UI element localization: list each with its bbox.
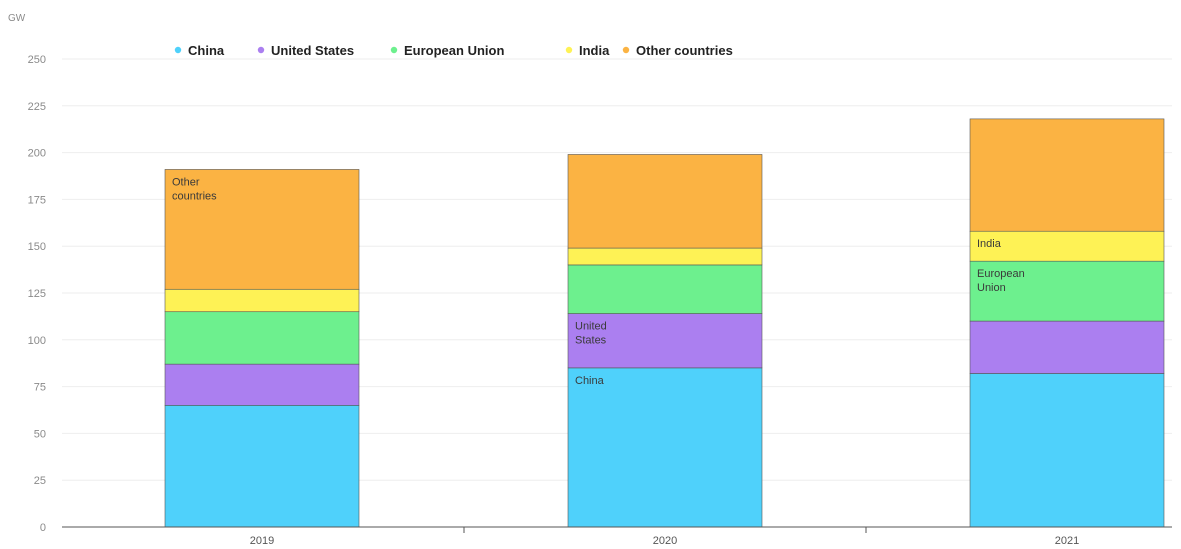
segment-annotations: Other countries United States China India Euro… — [172, 176, 1025, 386]
legend-item-other-countries: Other countries — [622, 43, 733, 58]
segment-annotation: countries — [172, 190, 217, 202]
bars — [164, 118, 1165, 528]
y-tick-label: 175 — [28, 194, 46, 206]
x-tick-label: 2020 — [653, 535, 677, 547]
bar-segment-india-2021 — [969, 230, 1165, 262]
segment-annotation: States — [575, 335, 607, 347]
legend-label: United States — [271, 43, 354, 58]
y-tick-label: 25 — [34, 475, 46, 487]
y-tick-label: 0 — [40, 522, 46, 534]
legend-label: India — [579, 43, 610, 58]
segment-annotation: United — [575, 321, 607, 333]
legend: China United States European Union India Oth… — [174, 43, 733, 58]
segment-annotation: Union — [977, 282, 1006, 294]
bar-segment-european-union-2019 — [164, 311, 360, 365]
legend-item-united-states: United States — [257, 43, 354, 58]
bar-segment-european-union-2020 — [567, 264, 763, 314]
legend-item-china: China — [174, 43, 225, 58]
bar-segment-other-countries-2021 — [969, 118, 1165, 232]
legend-item-european-union: European Union — [390, 43, 504, 58]
legend-marker — [565, 46, 573, 54]
legend-label: China — [188, 43, 225, 58]
y-tick-label: 150 — [28, 241, 46, 253]
segment-annotation: European — [977, 268, 1025, 280]
bar-segment-china-2020 — [567, 367, 763, 528]
bar-segment-china-2021 — [969, 373, 1165, 528]
bar-segment-china-2019 — [164, 405, 360, 528]
segment-annotation: China — [575, 375, 605, 387]
x-tick-label: 2021 — [1055, 535, 1079, 547]
bar-segment-united-states-2020 — [567, 313, 763, 369]
bar-segment-european-union-2021 — [969, 260, 1165, 322]
y-tick-label: 125 — [28, 288, 46, 300]
legend-label: Other countries — [636, 43, 733, 58]
legend-marker — [390, 46, 398, 54]
y-tick-label: 100 — [28, 335, 46, 347]
bar-segment-united-states-2019 — [164, 363, 360, 406]
x-tick-label: 2019 — [250, 535, 274, 547]
bar-segment-united-states-2021 — [969, 320, 1165, 374]
y-tick-label: 225 — [28, 101, 46, 113]
y-tick-label: 200 — [28, 148, 46, 160]
legend-marker — [622, 46, 630, 54]
y-axis-ticks: 0 25 50 75 100 125 150 175 200 225 250 — [28, 54, 46, 534]
x-axis-labels: 2019 2020 2021 — [250, 535, 1079, 547]
y-tick-label: 50 — [34, 428, 46, 440]
legend-item-india: India — [565, 43, 610, 58]
bar-segment-india-2019 — [164, 288, 360, 313]
segment-annotation: India — [977, 238, 1002, 250]
y-tick-label: 250 — [28, 54, 46, 66]
x-axis — [62, 526, 1172, 533]
bar-segment-other-countries-2019 — [164, 169, 360, 290]
bar-segment-other-countries-2020 — [567, 154, 763, 249]
y-axis-unit-label: GW — [8, 13, 26, 24]
legend-label: European Union — [404, 43, 504, 58]
legend-marker — [174, 46, 182, 54]
legend-marker — [257, 46, 265, 54]
bar-segment-india-2020 — [567, 247, 763, 266]
y-tick-label: 75 — [34, 382, 46, 394]
segment-annotation: Other — [172, 176, 200, 188]
